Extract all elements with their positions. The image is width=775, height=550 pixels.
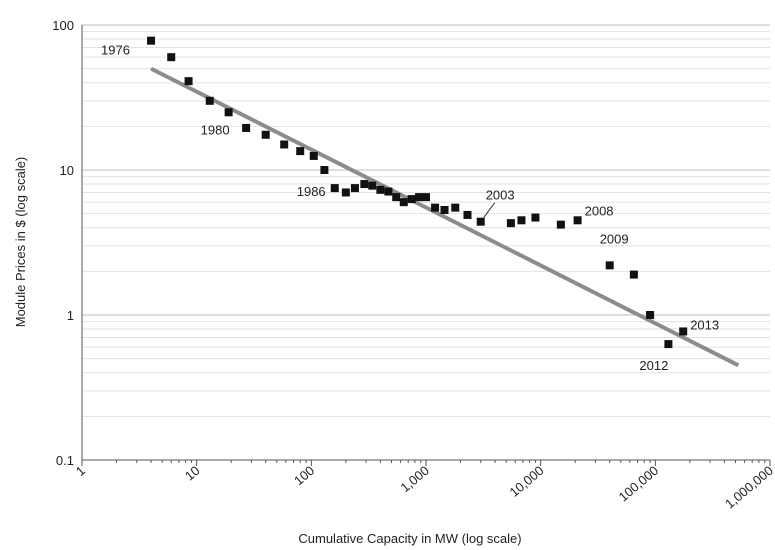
data-point [261, 130, 270, 139]
data-point [330, 184, 339, 193]
y-tick-label: 1 [67, 308, 74, 323]
data-point [531, 213, 540, 222]
trendline-group [150, 66, 740, 368]
data-point [431, 203, 440, 212]
data-point [224, 108, 233, 117]
data-point [517, 216, 526, 225]
data-point [399, 198, 408, 207]
year-label: 1980 [201, 122, 230, 137]
data-point [205, 96, 214, 105]
x-tick-labels: 1 10 100 1,000 10,000 100,000 1,000,000 [73, 463, 775, 512]
x-axis-title: Cumulative Capacity in MW (log scale) [298, 531, 521, 546]
data-point [629, 270, 638, 279]
data-point [147, 36, 156, 45]
y-tick-labels: 0.1 1 10 100 [52, 18, 74, 468]
year-label: 2003 [486, 188, 515, 203]
data-point [309, 151, 318, 160]
data-point [415, 193, 424, 202]
data-point [360, 180, 369, 189]
x-tick-label: 10,000 [506, 463, 546, 500]
data-point [184, 77, 193, 86]
data-point [506, 219, 515, 228]
year-label: 2009 [600, 231, 629, 246]
data-point [679, 327, 688, 336]
data-point [376, 185, 385, 194]
data-point [392, 193, 401, 202]
data-point [280, 140, 289, 149]
data-point [320, 166, 329, 174]
data-point [605, 261, 614, 270]
x-tick-label: 1,000 [397, 463, 432, 495]
data-point [646, 311, 655, 319]
data-point [476, 217, 485, 226]
data-point [463, 210, 472, 219]
x-tick-label: 10 [182, 463, 203, 484]
y-tick-label: 0.1 [56, 453, 74, 468]
year-label: 1976 [101, 43, 130, 58]
year-label: 2012 [639, 358, 668, 373]
y-tick-label: 100 [52, 18, 74, 33]
data-point [573, 216, 582, 225]
x-tick-label: 100 [291, 463, 317, 488]
data-point [368, 181, 377, 190]
y-tick-label: 10 [60, 163, 74, 178]
year-label: 2008 [585, 203, 614, 218]
x-tick-label: 1 [73, 463, 88, 479]
data-point [242, 123, 251, 132]
year-annotations: 1976 1980 1986 2003 2008 2009 2012 2013 [101, 43, 719, 373]
x-tick-label: 100,000 [616, 463, 662, 505]
data-point [384, 187, 393, 196]
year-label: 2013 [690, 317, 719, 332]
data-point [350, 184, 359, 193]
trendline [150, 66, 740, 368]
data-point [422, 193, 430, 202]
data-points [147, 36, 688, 349]
data-point [167, 53, 176, 62]
data-point [296, 147, 305, 156]
data-point [407, 195, 416, 204]
gridlines [82, 24, 770, 461]
data-point [556, 220, 565, 229]
annotation-leader-line [483, 202, 496, 218]
data-point [440, 205, 449, 214]
data-point [341, 188, 350, 197]
axes [81, 25, 771, 466]
data-point [664, 340, 673, 349]
y-axis-title: Module Prices in $ (log scale) [13, 157, 28, 328]
data-point [451, 203, 460, 212]
x-tick-label: 1,000,000 [722, 463, 775, 512]
year-label: 1986 [297, 184, 326, 199]
